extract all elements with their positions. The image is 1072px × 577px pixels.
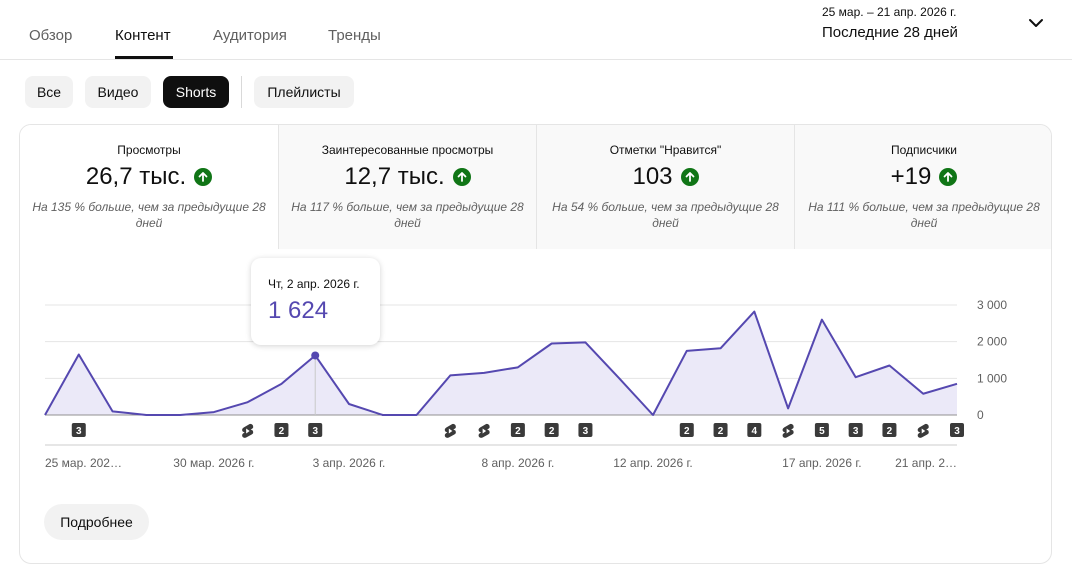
arrow-up-icon	[194, 168, 213, 186]
tooltip-date: Чт, 2 апр. 2026 г.	[268, 277, 360, 291]
metric-note: На 135 % больше, чем за предыдущие 28 дн…	[32, 200, 266, 230]
highlight-point	[311, 351, 320, 360]
upload-count-badge	[544, 423, 559, 437]
metric-value: +19	[890, 163, 932, 190]
upload-count-label: 2	[684, 426, 690, 437]
chip-playlists[interactable]: Плейлисты	[254, 76, 354, 108]
tab-trends[interactable]: Тренды	[328, 27, 381, 44]
x-tick-label: 30 мар. 2026 г.	[173, 456, 254, 470]
upload-count-label: 3	[583, 426, 589, 437]
metric-subscribers[interactable]: Подписчики +19 На 111 % больше, чем за п…	[794, 125, 1051, 249]
metric-note: На 111 % больше, чем за предыдущие 28 дн…	[808, 200, 1040, 230]
shorts-upload-icon[interactable]	[782, 423, 794, 438]
metric-value: 12,7 тыс.	[344, 163, 445, 190]
upload-count-label: 4	[752, 426, 758, 437]
chart-tooltip: Чт, 2 апр. 2026 г. 1 624	[251, 258, 380, 345]
arrow-up-icon	[452, 168, 471, 186]
upload-count-badge	[950, 423, 964, 437]
metric-likes[interactable]: Отметки "Нравится" 103 На 54 % больше, ч…	[536, 125, 794, 249]
tab-overview[interactable]: Обзор	[29, 27, 73, 44]
arrow-up-icon	[680, 168, 699, 186]
y-tick-label: 0	[977, 408, 984, 422]
upload-count-badge	[747, 423, 762, 437]
metric-note: На 54 % больше, чем за предыдущие 28 дне…	[552, 200, 779, 230]
x-tick-label: 25 мар. 202…	[45, 456, 122, 470]
upload-count-badge	[882, 423, 897, 437]
arrow-up-icon	[939, 168, 958, 186]
shorts-upload-icon[interactable]	[917, 423, 929, 438]
upload-count-label: 2	[549, 426, 555, 437]
period-label[interactable]: Последние 28 дней	[822, 24, 958, 41]
analytics-card: Просмотры 26,7 тыс. На 135 % больше, чем…	[19, 124, 1052, 564]
chart-area	[45, 311, 957, 415]
metric-engaged-views[interactable]: Заинтересованные просмотры 12,7 тыс. На …	[278, 125, 536, 249]
active-tab-indicator	[115, 56, 173, 59]
date-range-text: 25 мар. – 21 апр. 2026 г.	[822, 5, 957, 19]
chip-shorts[interactable]: Shorts	[163, 76, 229, 108]
x-tick-label: 17 апр. 2026 г.	[782, 456, 861, 470]
upload-count-badge	[71, 423, 86, 437]
upload-count-badge	[510, 423, 525, 437]
upload-count-badge	[274, 423, 289, 437]
chip-video[interactable]: Видео	[85, 76, 151, 108]
tab-content[interactable]: Контент	[115, 27, 171, 44]
chart-line	[44, 310, 958, 416]
upload-count-badge	[679, 423, 694, 437]
upload-count-badge	[713, 423, 728, 437]
tooltip-value: 1 624	[268, 297, 329, 324]
x-tick-label: 21 апр. 2…	[895, 456, 957, 470]
upload-count-label: 2	[279, 426, 285, 437]
metric-title: Просмотры	[117, 143, 181, 157]
x-tick-label: 8 апр. 2026 г.	[481, 456, 554, 470]
y-tick-label: 1 000	[977, 371, 1007, 385]
views-chart[interactable]: 3 000 2 000 1 000 0 3 2 3 2 2 3 2 2 4 5 3 2 3 25 мар. 202…	[20, 125, 1052, 564]
tab-audience[interactable]: Аудитория	[213, 27, 287, 44]
upload-count-badge	[308, 423, 323, 437]
upload-count-badge	[578, 423, 593, 437]
upload-count-badge	[848, 423, 863, 437]
metric-views[interactable]: Просмотры 26,7 тыс. На 135 % больше, чем…	[20, 125, 278, 249]
x-tick-label: 3 апр. 2026 г.	[313, 456, 386, 470]
metric-value: 26,7 тыс.	[85, 163, 187, 190]
upload-count-label: 3	[954, 426, 960, 437]
chevron-down-icon[interactable]	[1026, 13, 1046, 33]
upload-count-label: 2	[718, 426, 724, 437]
shorts-upload-icon[interactable]	[444, 423, 456, 438]
metric-title: Подписчики	[890, 143, 957, 157]
upload-count-badge	[814, 423, 829, 437]
y-tick-label: 2 000	[977, 335, 1007, 349]
upload-count-label: 5	[819, 426, 825, 437]
upload-count-label: 3	[76, 426, 82, 437]
metric-title: Заинтересованные просмотры	[321, 143, 494, 157]
x-tick-label: 12 апр. 2026 г.	[613, 456, 692, 470]
details-button[interactable]: Подробнее	[44, 504, 149, 540]
top-navigation: Обзор Контент Аудитория Тренды 25 мар. –…	[0, 0, 1072, 60]
shorts-upload-icon[interactable]	[478, 423, 490, 438]
upload-count-label: 3	[312, 426, 318, 437]
metric-title: Отметки "Нравится"	[609, 143, 722, 157]
upload-count-label: 2	[887, 426, 893, 437]
y-tick-label: 3 000	[977, 298, 1007, 312]
chip-all[interactable]: Все	[25, 76, 73, 108]
chip-divider	[241, 76, 242, 108]
shorts-upload-icon[interactable]	[242, 423, 254, 438]
metric-note: На 117 % больше, чем за предыдущие 28 дн…	[291, 200, 524, 230]
upload-count-label: 2	[515, 426, 521, 437]
upload-count-label: 3	[853, 426, 859, 437]
metric-value: 103	[632, 163, 673, 190]
